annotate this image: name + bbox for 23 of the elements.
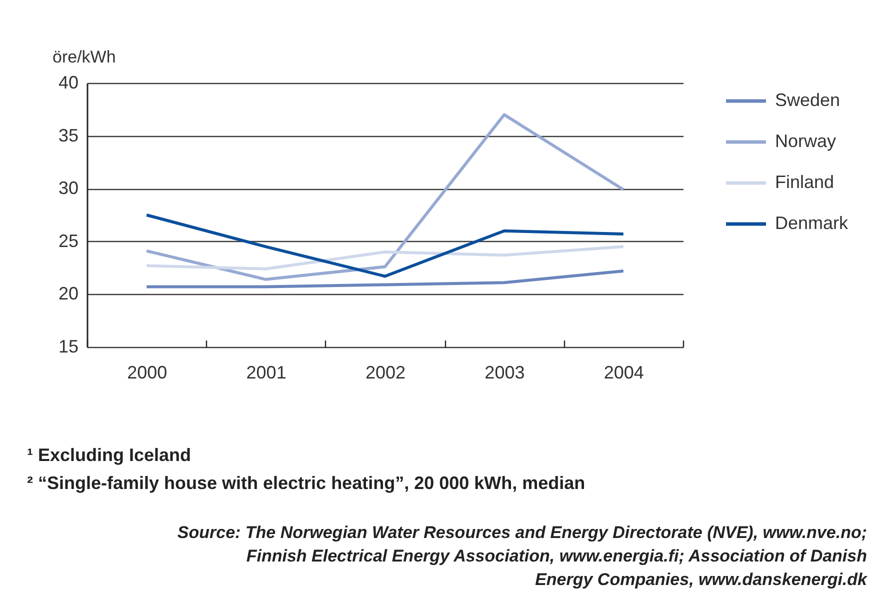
- x-tick-label: 2004: [604, 362, 644, 382]
- legend-label: Finland: [775, 172, 834, 192]
- x-tick-label: 2003: [484, 362, 525, 382]
- x-tick-label: 2000: [127, 362, 168, 382]
- text: ¹ Excluding Iceland: [27, 445, 192, 465]
- line-series: [145, 245, 625, 270]
- y-tick-label: 20: [58, 284, 78, 304]
- y-tick-label: 30: [58, 178, 78, 198]
- line-series: [145, 269, 625, 288]
- line-series: [145, 113, 625, 281]
- y-tick-label: 40: [58, 72, 78, 92]
- legend-label: Denmark: [775, 213, 850, 233]
- source-note: Source: The Norwegian Water Resources and Energy Directorate (NVE), www.nve.no; Finnish Electrical Energy Association, www.energia.fi; Association of Danish Energy Companies, www.danskenergi.dk: [177, 523, 869, 589]
- legend-label: Norway: [775, 131, 836, 151]
- y-axis-title: öre/kWh: [52, 48, 116, 66]
- line-series: [145, 214, 625, 278]
- legend-label: Sweden: [775, 90, 840, 110]
- x-tick-label: 2001: [246, 362, 286, 382]
- y-tick-label: 15: [58, 336, 78, 356]
- x-tick-label: 2002: [365, 362, 406, 382]
- y-tick-label: 35: [58, 125, 78, 146]
- text: ² “Single-family house with electric heating”, 20 000 kWh, median: [27, 473, 586, 493]
- y-tick-label: 25: [58, 230, 78, 251]
